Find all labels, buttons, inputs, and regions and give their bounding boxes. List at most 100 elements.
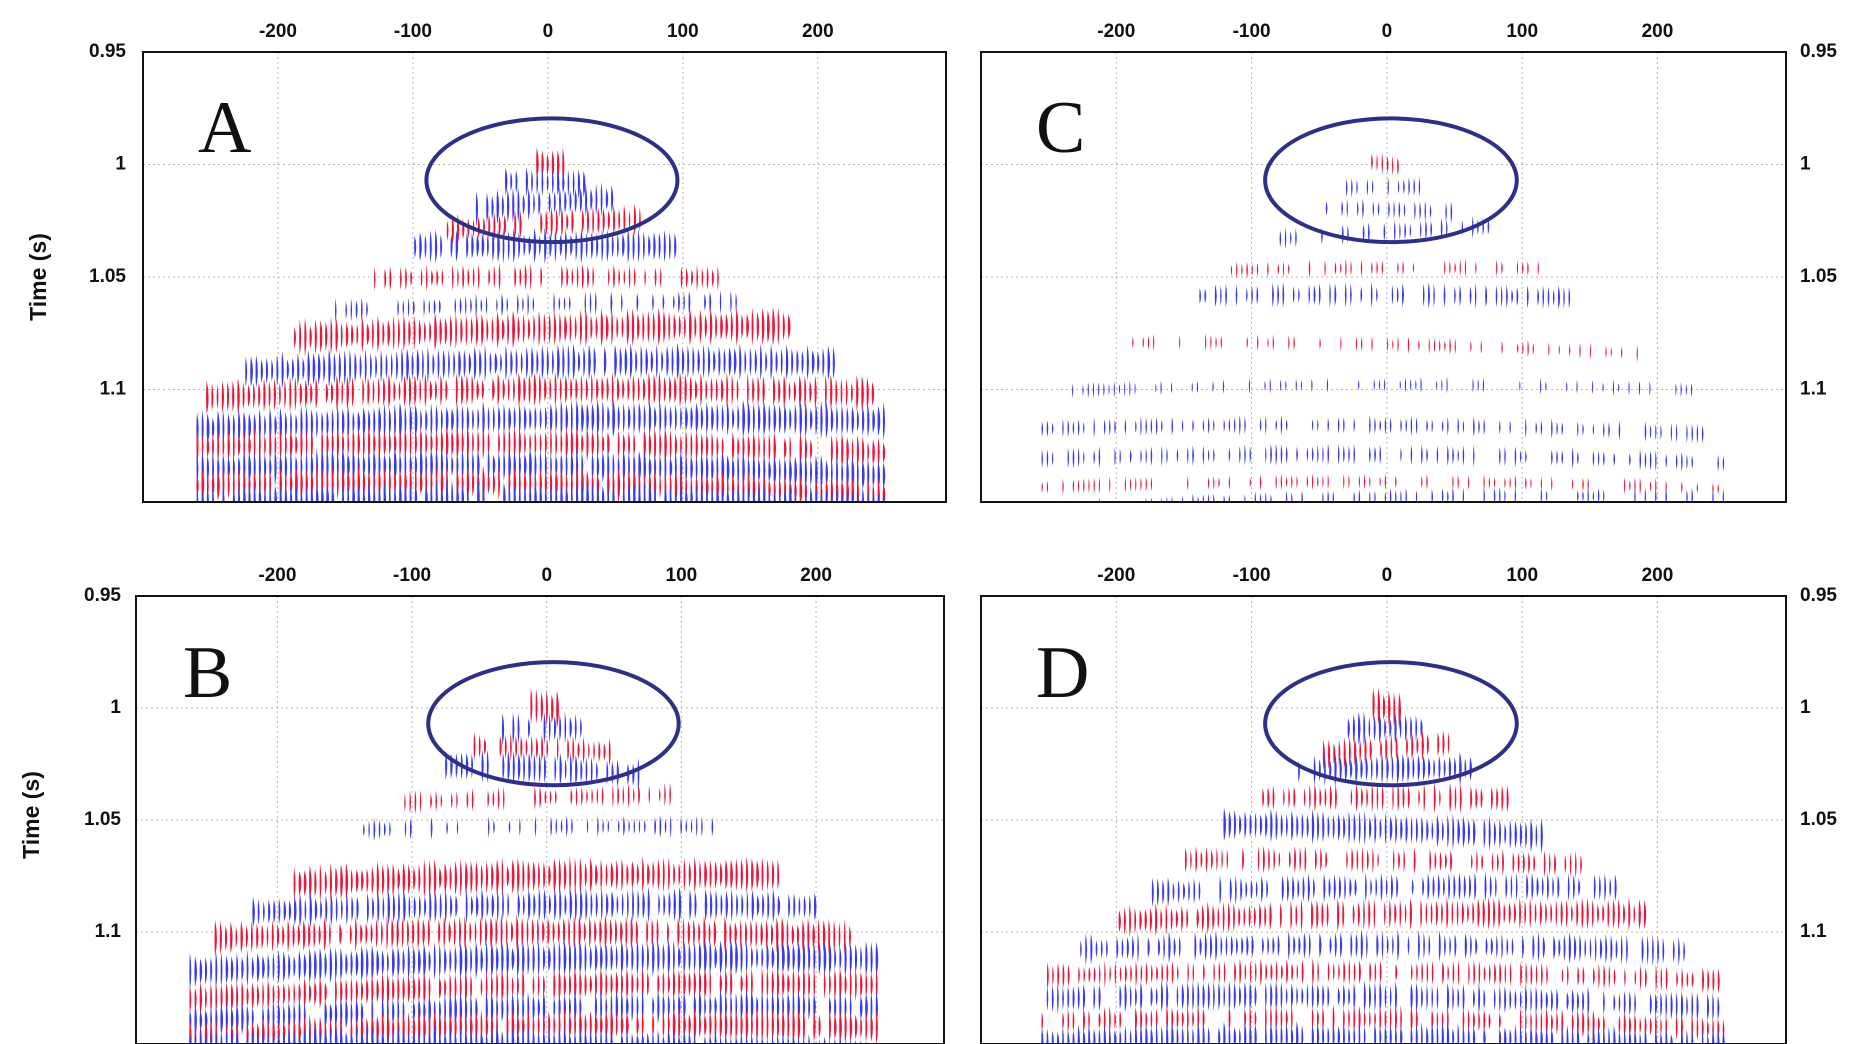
wiggle-trace [496, 859, 499, 895]
wiggle-trace [1421, 444, 1423, 466]
wiggle-trace [1319, 337, 1321, 350]
wiggle-trace [680, 817, 683, 836]
wiggle-trace [584, 972, 587, 998]
wiggle-trace [1404, 714, 1407, 742]
wiggle-trace [1088, 1024, 1091, 1044]
wiggle-trace [341, 379, 344, 406]
wiggle-trace [1426, 984, 1428, 1012]
wiggle-trace [1603, 489, 1605, 502]
wiggle-trace [430, 793, 432, 810]
wiggle-trace [607, 819, 610, 833]
wiggle-trace [543, 753, 546, 784]
wiggle-trace [550, 485, 552, 502]
wiggle-trace [1353, 491, 1355, 502]
wiggle-trace [1239, 814, 1242, 836]
wiggle-trace [1605, 933, 1608, 965]
wiggle-trace [1407, 786, 1410, 810]
wiggle-trace [1415, 380, 1417, 391]
wiggle-trace [429, 380, 433, 402]
wiggle-trace [420, 409, 422, 433]
wiggle-trace [289, 376, 292, 413]
wiggle-trace [462, 264, 465, 291]
wiggle-trace [548, 312, 551, 345]
wiggle-trace [419, 377, 422, 405]
wiggle-trace [533, 892, 536, 918]
wiggle-trace [1504, 489, 1506, 502]
wiggle-trace [1639, 477, 1641, 495]
wiggle-trace [1192, 1027, 1194, 1044]
wiggle-trace [856, 489, 859, 502]
wiggle-trace [1439, 789, 1441, 807]
wiggle-trace [1210, 335, 1212, 350]
wiggle-trace [1240, 878, 1243, 902]
wiggle-trace [507, 312, 510, 347]
wiggle-trace [1195, 846, 1198, 874]
wiggle-trace [1290, 231, 1292, 245]
wiggle-trace [492, 405, 495, 433]
wiggle-trace [669, 457, 673, 479]
wiggle-trace [785, 344, 789, 381]
wiggle-trace [674, 233, 677, 260]
wiggle-trace [1540, 476, 1542, 491]
wiggle-trace [527, 317, 531, 341]
wiggle-trace [248, 435, 251, 457]
wiggle-trace [1592, 1026, 1595, 1044]
wiggle-trace [657, 858, 660, 891]
wiggle-trace [739, 343, 742, 381]
wiggle-trace [1686, 971, 1689, 989]
wiggle-trace [374, 267, 376, 291]
wiggle-trace [329, 862, 333, 902]
wiggle-trace [615, 945, 618, 971]
wiggle-trace [1239, 446, 1241, 464]
wiggle-trace [652, 938, 655, 977]
wiggle-trace [1422, 755, 1426, 781]
wiggle-trace [1236, 936, 1238, 956]
wiggle-trace [704, 995, 706, 1017]
wiggle-trace [735, 858, 738, 891]
wiggle-trace [357, 411, 361, 435]
wiggle-trace [1072, 1030, 1075, 1044]
wiggle-trace [250, 356, 253, 387]
wiggle-trace [702, 344, 705, 380]
wiggle-trace [756, 946, 759, 969]
wiggle-trace [560, 431, 563, 456]
wiggle-trace [809, 380, 812, 404]
wiggle-trace [1329, 785, 1332, 810]
wiggle-trace [1093, 417, 1095, 438]
wiggle-trace [1230, 935, 1233, 957]
wiggle-trace [479, 349, 482, 379]
wiggle-trace [662, 857, 665, 893]
wiggle-trace [1153, 333, 1155, 352]
wiggle-trace [841, 404, 844, 436]
wiggle-trace [734, 922, 737, 946]
wiggle-trace [585, 378, 588, 401]
wiggle-trace [445, 751, 448, 781]
wiggle-trace [293, 326, 296, 349]
wiggle-trace [237, 378, 240, 415]
wiggle-trace [1409, 897, 1413, 931]
wiggle-trace [768, 433, 771, 464]
wiggle-trace [1450, 850, 1453, 873]
wiggle-trace [564, 314, 567, 342]
wiggle-trace [480, 947, 484, 973]
wiggle-trace [632, 763, 635, 786]
wiggle-trace [265, 357, 269, 385]
wiggle-trace [508, 406, 512, 432]
wiggle-trace [1477, 378, 1479, 392]
wiggle-trace [1311, 1007, 1314, 1031]
wiggle-trace [1427, 872, 1430, 901]
wiggle-trace [1603, 989, 1605, 1016]
wiggle-trace [295, 434, 298, 456]
wiggle-trace [792, 943, 795, 972]
wiggle-trace [1608, 422, 1610, 439]
wiggle-trace [445, 426, 449, 461]
wiggle-trace [1213, 493, 1215, 502]
wiggle-trace [357, 485, 360, 502]
wiggle-trace [246, 949, 249, 988]
wiggle-trace [565, 404, 569, 433]
wiggle-trace [1603, 964, 1606, 989]
wiggle-trace [563, 860, 567, 891]
wiggle-trace [351, 896, 354, 922]
wiggle-trace [628, 819, 630, 833]
wiggle-trace [1558, 938, 1561, 958]
